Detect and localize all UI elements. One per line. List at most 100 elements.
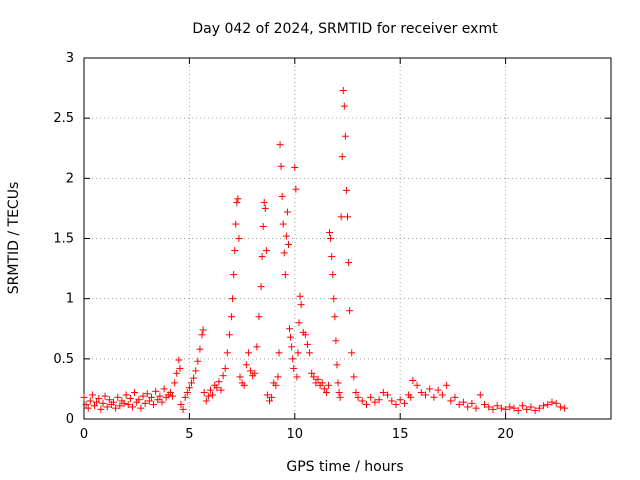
data-point [552,399,560,407]
data-point [192,367,200,375]
data-point [338,153,346,161]
data-point [213,384,221,392]
data-point [247,367,255,375]
data-point [262,247,270,255]
data-point [190,374,198,382]
data-point [400,399,408,407]
data-point [283,208,291,216]
data-point [282,232,290,240]
data-point [502,405,510,413]
data-point [255,313,263,321]
data-point [497,404,505,412]
data-point [506,403,514,411]
data-point [259,222,267,230]
data-point [82,401,90,409]
data-point [409,376,417,384]
data-point [139,392,147,400]
data-point [276,141,284,149]
grid-lines [84,58,611,419]
data-point [481,401,489,409]
data-point [464,403,472,411]
data-point [188,379,196,387]
data-point [198,331,206,339]
data-point [472,404,480,412]
data-point [342,186,350,194]
data-point [322,389,330,397]
data-point [333,361,341,369]
data-point [141,399,149,407]
data-point [181,393,189,401]
data-point [156,392,164,400]
data-point [263,391,271,399]
axis-ticks: 0 5 10 15 20 0 0.5 1 1.5 2 2.5 3 [53,51,611,442]
data-point [112,404,120,412]
data-point [339,86,347,94]
data-point [124,401,132,409]
data-point [535,404,543,412]
y-tick-label: 2 [66,171,74,186]
data-point [295,319,303,327]
data-point [176,364,184,372]
data-point [272,381,280,389]
data-point [326,228,334,236]
data-point [455,401,463,409]
data-point [561,404,569,412]
data-point [413,381,421,389]
data-point [277,162,285,170]
data-point [179,405,187,413]
data-point [527,403,535,411]
data-point [288,343,296,351]
data-point [337,213,345,221]
data-point [260,198,268,206]
data-point [289,355,297,363]
data-point [173,369,181,377]
data-point [215,378,223,386]
data-point [330,295,338,303]
data-point [312,379,320,387]
data-point [489,405,497,413]
data-point [80,393,88,401]
data-point [202,397,210,405]
data-point [286,325,294,333]
data-point [297,301,305,309]
data-point [175,356,183,364]
y-tick-label: 2.5 [53,111,74,126]
data-point [223,349,231,357]
data-point [240,381,248,389]
data-point [251,369,259,377]
data-point [131,389,139,397]
data-point [232,220,240,228]
data-point [280,249,288,257]
data-point [275,349,283,357]
data-point [86,397,94,405]
data-point [328,253,336,261]
data-point [274,373,282,381]
data-point [236,373,244,381]
data-point [196,345,204,353]
data-point [396,396,404,404]
data-point [325,381,333,389]
data-point [388,397,396,405]
data-point [268,393,276,401]
data-point [306,349,314,357]
data-point [314,375,322,383]
data-point [150,401,158,409]
data-point [84,404,92,412]
data-point [166,389,174,397]
data-point [371,398,379,406]
data-point [329,271,337,279]
data-point [352,389,360,397]
data-point [320,385,328,393]
data-point [95,395,103,403]
data-point [379,389,387,397]
data-point [430,393,438,401]
data-point [135,396,143,404]
data-point [229,295,237,303]
data-point [126,395,134,403]
data-point [279,220,287,228]
data-point [105,396,113,404]
x-tick-label: 10 [287,427,304,442]
data-point [253,343,261,351]
y-tick-label: 0 [66,412,74,427]
